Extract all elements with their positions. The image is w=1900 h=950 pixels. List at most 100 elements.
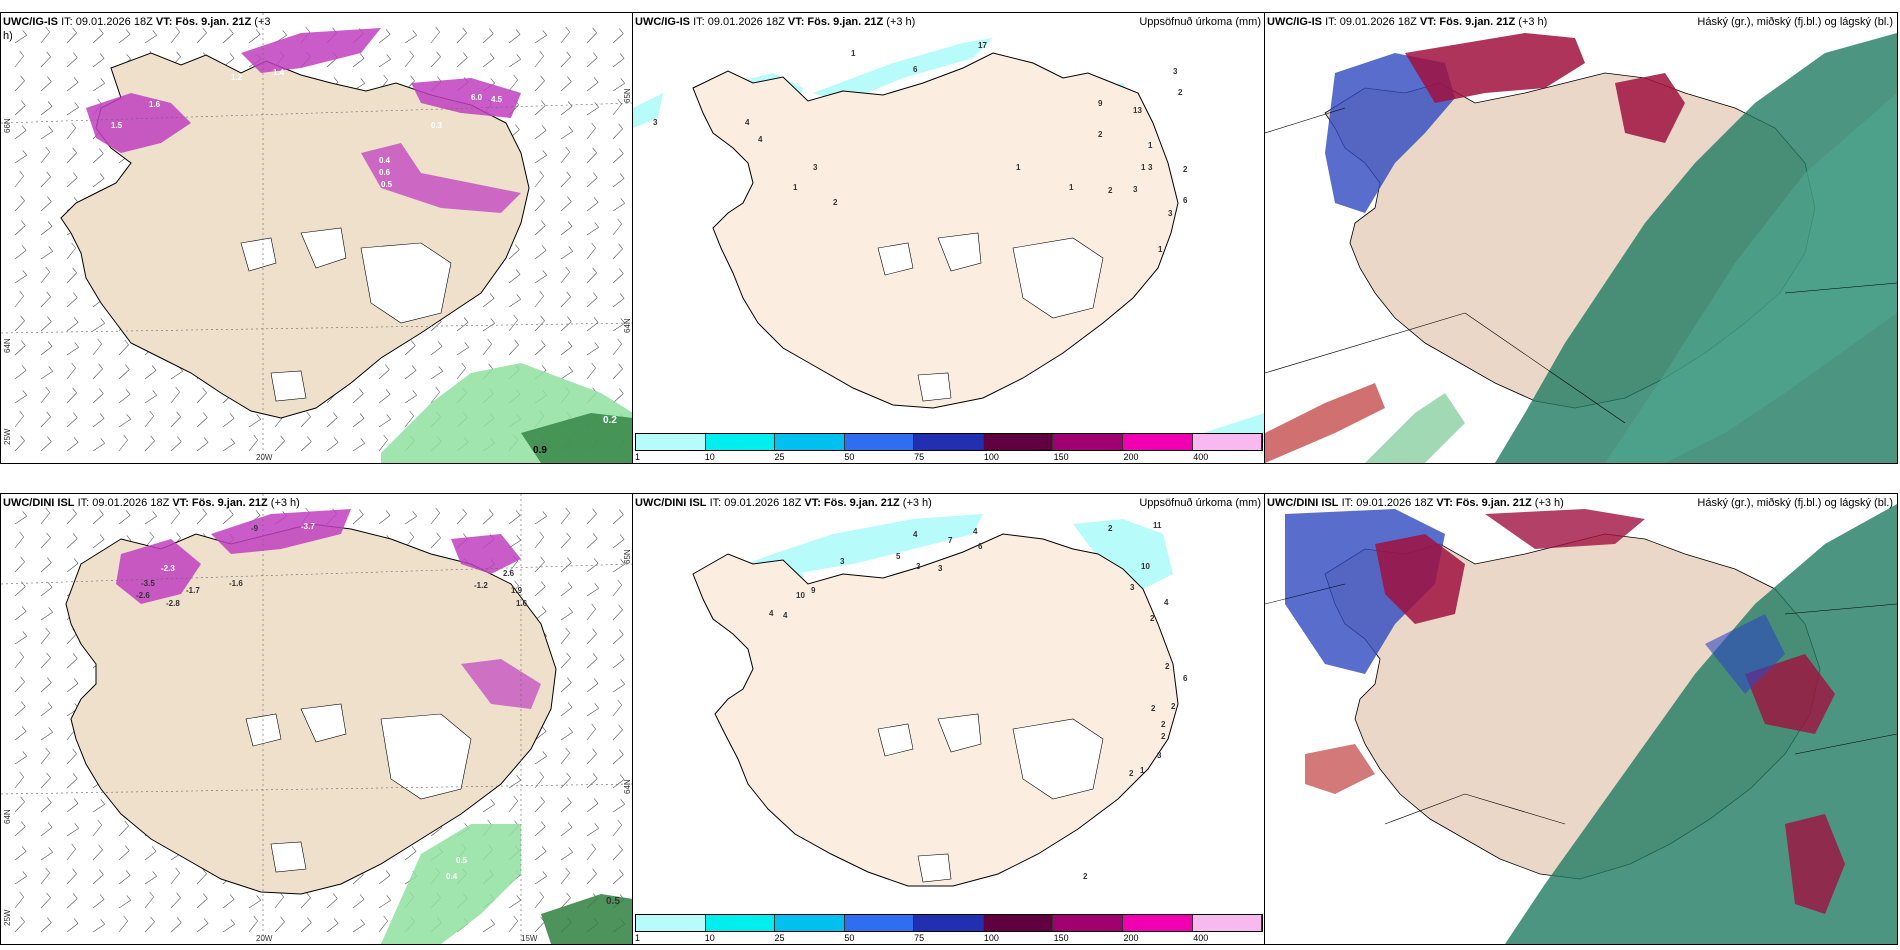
precip-pink-nw xyxy=(86,93,191,153)
wind-barb-flag xyxy=(150,916,155,922)
colorbar-swatch xyxy=(775,434,845,450)
wind-barb-flag xyxy=(567,797,572,803)
wind-barb-flag xyxy=(126,535,131,541)
wind-barb-flag xyxy=(71,242,76,249)
wind-barb-flag xyxy=(100,438,105,444)
wind-barb xyxy=(612,659,625,669)
wind-barb-flag xyxy=(47,797,52,803)
wind-barb xyxy=(404,55,414,68)
wind-barb-flag xyxy=(21,220,26,226)
wind-barb-flag xyxy=(566,171,571,177)
wind-barb xyxy=(612,609,623,621)
wind-barb xyxy=(170,441,182,452)
wind-barb xyxy=(196,32,207,44)
wind-barb xyxy=(248,34,261,44)
wind-barb-flag xyxy=(435,386,440,393)
wind-barb-flag xyxy=(280,916,285,922)
wind-barb xyxy=(612,248,623,260)
wind-barb xyxy=(14,636,27,645)
wind-barb xyxy=(40,371,53,380)
value-label: 6 xyxy=(913,65,918,74)
wind-barb xyxy=(118,344,129,356)
wind-barb xyxy=(40,852,53,861)
wind-barb xyxy=(40,827,53,837)
wind-barb xyxy=(560,106,573,116)
wind-barb xyxy=(40,31,50,44)
wind-barb-flag xyxy=(592,868,597,874)
wind-barb-flag xyxy=(230,438,235,444)
lat-label: 66N xyxy=(3,118,12,133)
value-label: 3 xyxy=(653,118,658,127)
wind-barb-flag xyxy=(515,269,521,275)
wind-barb xyxy=(534,756,547,765)
wind-barb-flag xyxy=(22,751,27,757)
wind-barb xyxy=(560,657,571,669)
value-label: -2.8 xyxy=(166,599,180,608)
wind-barb-flag xyxy=(619,148,624,154)
wind-barb xyxy=(170,897,181,909)
wind-barb xyxy=(40,151,50,164)
wind-barb-flag xyxy=(386,414,391,420)
wind-barb-flag xyxy=(593,292,598,298)
wind-barb-flag xyxy=(21,606,27,612)
wind-barb xyxy=(482,804,495,813)
wind-barb xyxy=(612,273,624,284)
wind-barb-flag xyxy=(592,628,597,634)
wind-barb-flag xyxy=(490,78,495,84)
wind-barb-flag xyxy=(566,51,571,57)
wind-barb xyxy=(612,298,625,308)
wind-barb-flag xyxy=(46,411,51,417)
wind-barb-flag xyxy=(98,363,103,369)
wind-barb xyxy=(40,416,51,428)
wind-barb xyxy=(586,57,598,68)
wind-barb-flag xyxy=(73,172,78,178)
wind-barb-flag xyxy=(593,317,599,323)
wind-barb-flag xyxy=(567,341,573,347)
glacier-4 xyxy=(917,372,952,402)
wind-barb xyxy=(222,418,235,428)
precip-cyan-w xyxy=(633,93,663,128)
wind-barb-flag xyxy=(489,509,494,515)
wind-barb xyxy=(560,226,573,236)
wind-barb xyxy=(586,107,599,116)
wind-barb xyxy=(560,131,573,140)
wind-barb xyxy=(40,777,51,789)
wind-barb-flag xyxy=(73,77,79,83)
wind-barb-flag xyxy=(19,410,24,417)
wind-barb-flag xyxy=(593,798,599,804)
wind-barb-flag xyxy=(99,148,104,154)
wind-barb xyxy=(560,897,571,909)
wind-barb-flag xyxy=(149,891,154,898)
wind-barb xyxy=(378,394,391,404)
panel-header: UWC/IG-IS IT: 09.01.2026 18Z VT: Fös. 9.… xyxy=(1267,16,1548,28)
wind-barb-flag xyxy=(617,579,622,586)
wind-barb xyxy=(612,83,625,92)
wind-barb-flag xyxy=(125,29,131,35)
wind-barb xyxy=(534,896,544,909)
wind-barb-flag xyxy=(594,222,599,228)
wind-barb xyxy=(586,347,599,356)
wind-barb-flag xyxy=(45,146,50,153)
value-label: 6 xyxy=(978,542,983,551)
wind-barb-flag xyxy=(567,221,573,227)
wind-barb xyxy=(40,131,53,140)
wind-barb-flag xyxy=(22,631,27,637)
wind-barb xyxy=(40,657,51,669)
wind-barb xyxy=(144,851,157,861)
wind-barb-flag xyxy=(565,747,570,754)
wind-barb-flag xyxy=(591,242,596,249)
wind-barb xyxy=(170,371,183,380)
wind-barb-flag xyxy=(567,316,572,322)
wind-barb-flag xyxy=(72,387,77,393)
wind-barb xyxy=(66,272,77,284)
wind-barb-flag xyxy=(542,871,547,877)
wind-barb-flag xyxy=(567,677,572,683)
wind-barb xyxy=(40,587,53,597)
wind-barb xyxy=(560,732,573,741)
glacier-3 xyxy=(877,723,914,757)
wind-barb xyxy=(40,296,51,308)
wind-barb xyxy=(430,371,443,380)
wind-barb-flag xyxy=(385,870,391,876)
wind-barb xyxy=(14,345,26,356)
wind-barb xyxy=(40,201,52,212)
